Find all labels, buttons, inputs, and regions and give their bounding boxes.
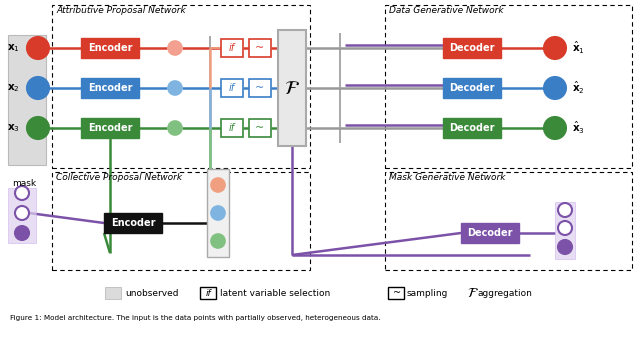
Text: Decoder: Decoder	[449, 83, 495, 93]
Circle shape	[544, 117, 566, 139]
FancyBboxPatch shape	[555, 202, 575, 259]
Text: Encoder: Encoder	[88, 83, 132, 93]
Text: Collective Proposal Network: Collective Proposal Network	[56, 173, 182, 182]
FancyBboxPatch shape	[81, 118, 139, 138]
Text: Data Generative Network: Data Generative Network	[389, 6, 504, 15]
Text: mask: mask	[12, 178, 36, 187]
FancyBboxPatch shape	[221, 119, 243, 137]
FancyBboxPatch shape	[207, 169, 229, 257]
Text: if: if	[229, 43, 235, 53]
Text: Encoder: Encoder	[88, 43, 132, 53]
Text: ~: ~	[393, 288, 401, 298]
FancyBboxPatch shape	[105, 287, 121, 299]
Text: $\mathcal{F}$: $\mathcal{F}$	[467, 286, 479, 300]
FancyBboxPatch shape	[461, 223, 519, 243]
Text: latent variable selection: latent variable selection	[220, 289, 330, 298]
Circle shape	[27, 117, 49, 139]
Circle shape	[27, 77, 49, 99]
FancyBboxPatch shape	[249, 79, 271, 97]
FancyBboxPatch shape	[249, 119, 271, 137]
Circle shape	[15, 186, 29, 200]
FancyBboxPatch shape	[443, 38, 501, 58]
Text: $\hat{\mathbf{x}}_3$: $\hat{\mathbf{x}}_3$	[572, 120, 585, 136]
Text: Encoder: Encoder	[111, 218, 156, 228]
Text: sampling: sampling	[407, 289, 449, 298]
Circle shape	[558, 203, 572, 217]
FancyBboxPatch shape	[443, 78, 501, 98]
FancyBboxPatch shape	[388, 287, 404, 299]
Circle shape	[27, 37, 49, 59]
Circle shape	[211, 234, 225, 248]
Circle shape	[168, 81, 182, 95]
Text: $\mathcal{F}$: $\mathcal{F}$	[284, 79, 300, 98]
Text: if: if	[229, 83, 235, 93]
FancyBboxPatch shape	[278, 30, 306, 146]
Text: ~: ~	[255, 123, 264, 133]
Circle shape	[558, 240, 572, 254]
FancyBboxPatch shape	[104, 213, 162, 233]
Text: Figure 1: Model architecture. The input is the data points with partially observ: Figure 1: Model architecture. The input …	[10, 315, 381, 321]
Text: Decoder: Decoder	[449, 43, 495, 53]
FancyBboxPatch shape	[81, 78, 139, 98]
FancyBboxPatch shape	[221, 79, 243, 97]
FancyBboxPatch shape	[8, 188, 36, 243]
Text: $\mathbf{x}_1$: $\mathbf{x}_1$	[7, 42, 20, 54]
Circle shape	[211, 178, 225, 192]
Circle shape	[15, 206, 29, 220]
Circle shape	[15, 226, 29, 240]
Circle shape	[211, 206, 225, 220]
Text: if: if	[206, 289, 212, 298]
Text: aggregation: aggregation	[478, 289, 533, 298]
Text: $\hat{\mathbf{x}}_2$: $\hat{\mathbf{x}}_2$	[572, 80, 585, 96]
FancyBboxPatch shape	[221, 39, 243, 57]
FancyBboxPatch shape	[200, 287, 216, 299]
Text: Decoder: Decoder	[467, 228, 513, 238]
Text: ~: ~	[255, 43, 264, 53]
Text: Attributive Proposal Network: Attributive Proposal Network	[56, 6, 186, 15]
Text: if: if	[229, 123, 235, 133]
FancyBboxPatch shape	[249, 39, 271, 57]
Circle shape	[168, 121, 182, 135]
Circle shape	[544, 37, 566, 59]
Circle shape	[168, 41, 182, 55]
Text: Mask Generative Network: Mask Generative Network	[389, 173, 506, 182]
Text: $\mathbf{x}_3$: $\mathbf{x}_3$	[7, 122, 20, 134]
Text: $\hat{\mathbf{x}}_1$: $\hat{\mathbf{x}}_1$	[572, 40, 585, 56]
Circle shape	[544, 77, 566, 99]
Text: unobserved: unobserved	[125, 289, 179, 298]
Text: Decoder: Decoder	[449, 123, 495, 133]
Text: Encoder: Encoder	[88, 123, 132, 133]
Text: ~: ~	[255, 83, 264, 93]
FancyBboxPatch shape	[81, 38, 139, 58]
Text: $\mathbf{x}_2$: $\mathbf{x}_2$	[7, 82, 20, 94]
FancyBboxPatch shape	[8, 35, 46, 165]
Circle shape	[558, 221, 572, 235]
FancyBboxPatch shape	[443, 118, 501, 138]
